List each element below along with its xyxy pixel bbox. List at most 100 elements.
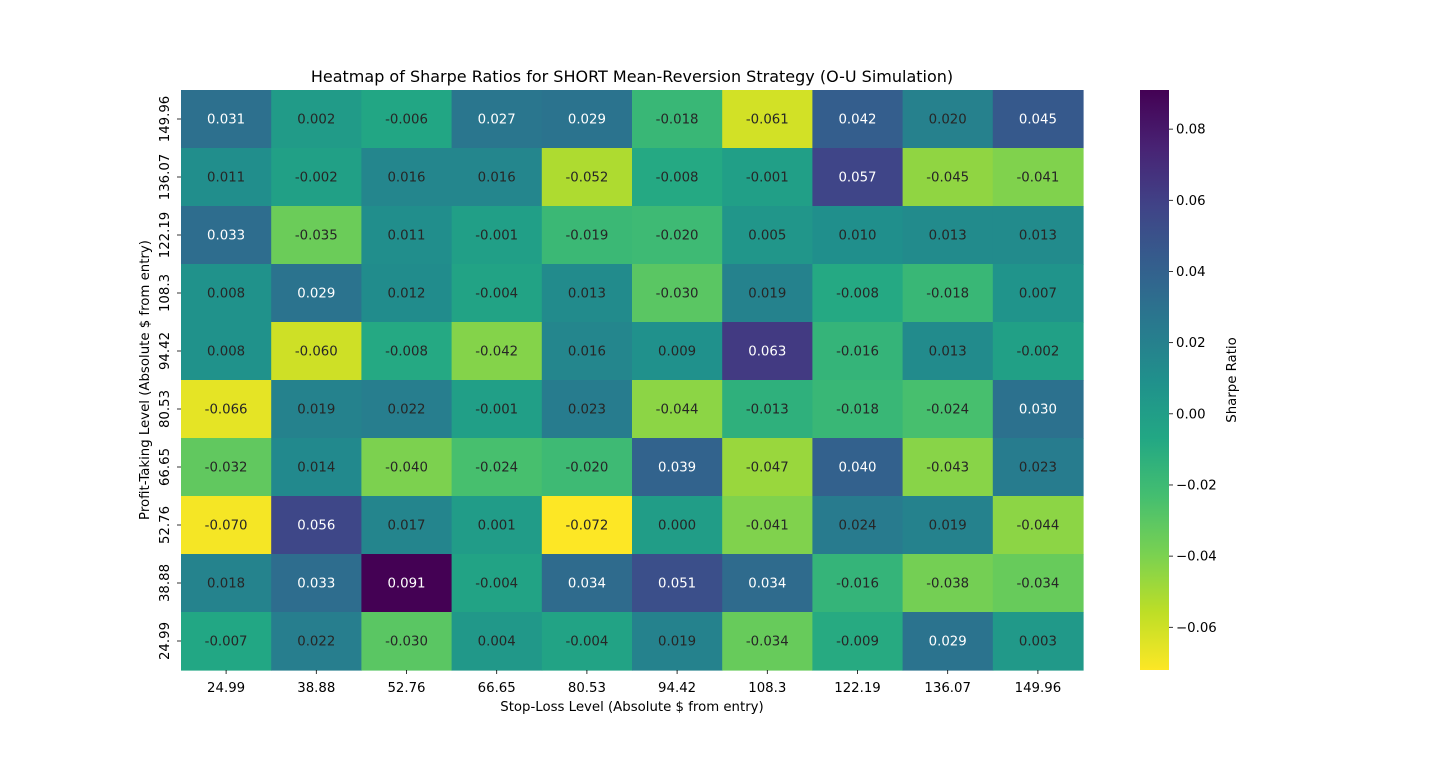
heatmap-cell — [722, 438, 813, 497]
heatmap-cell — [992, 206, 1084, 265]
colorbar-tick-label: 0.02 — [1176, 336, 1206, 351]
cell-value-label: -0.002 — [1016, 345, 1059, 360]
cell-value-label: -0.041 — [746, 519, 789, 534]
heatmap-cell — [271, 380, 362, 439]
cell-value-label: -0.018 — [836, 403, 879, 418]
cell-value-label: 0.016 — [387, 171, 425, 186]
heatmap-cell — [992, 612, 1084, 671]
heatmap-cell — [271, 90, 362, 149]
cell-value-label: 0.011 — [387, 229, 425, 244]
heatmap-cell — [541, 90, 633, 149]
cell-value-label: 0.029 — [929, 635, 967, 650]
heatmap-cell — [812, 554, 904, 613]
x-tick-label: 136.07 — [924, 681, 971, 696]
cell-value-label: -0.047 — [746, 461, 789, 476]
x-axis: 24.99 38.88 52.76 66.65 80.53 94.42 108.3 122.1… — [207, 670, 1061, 696]
colorbar-tick-label: −0.04 — [1176, 550, 1217, 565]
cell-value-label: 0.023 — [568, 403, 606, 418]
cell-value-label: 0.016 — [568, 345, 606, 360]
y-axis: 149.96 136.07 122.19 108.3 94.42 80.53 66.65 52… — [158, 96, 181, 660]
heatmap-cell — [902, 612, 994, 671]
y-tick-label: 108.3 — [158, 274, 173, 312]
colorbar-tick-label: −0.06 — [1176, 621, 1217, 636]
cell-value-label: 0.033 — [207, 229, 245, 244]
heatmap-cell — [902, 380, 994, 439]
heatmap-cell — [271, 496, 362, 555]
heatmap-cell — [902, 322, 994, 381]
cell-value-label: 0.020 — [929, 113, 967, 128]
heatmap-cell — [451, 380, 543, 439]
heatmap-cell — [902, 496, 994, 555]
cell-value-label: 0.024 — [838, 519, 876, 534]
heatmap-cell — [451, 206, 543, 265]
cell-value-label: 0.011 — [207, 171, 245, 186]
heatmap-cell — [632, 322, 723, 381]
heatmap-cell — [271, 322, 362, 381]
heatmap-cell — [541, 322, 633, 381]
cell-value-label: 0.040 — [838, 461, 876, 476]
cell-value-label: 0.029 — [568, 113, 606, 128]
y-tick-label: 149.96 — [158, 96, 173, 143]
heatmap-cell — [632, 496, 723, 555]
cell-value-label: 0.022 — [297, 635, 335, 650]
cell-value-label: -0.020 — [565, 461, 608, 476]
heatmap-cell — [451, 90, 543, 149]
heatmap-cell — [992, 90, 1084, 149]
cell-value-label: -0.024 — [926, 403, 969, 418]
cell-value-label: -0.008 — [385, 345, 428, 360]
cell-value-label: 0.007 — [1019, 287, 1057, 302]
heatmap-cell — [361, 380, 453, 439]
y-tick-label: 38.88 — [158, 564, 173, 602]
y-tick-label: 66.65 — [158, 448, 173, 486]
cell-value-label: -0.060 — [295, 345, 338, 360]
y-tick-label: 24.99 — [158, 622, 173, 660]
heatmap-cell — [722, 496, 813, 555]
heatmap-cell — [541, 206, 633, 265]
heatmap-cell — [451, 496, 543, 555]
y-tick-label: 52.76 — [158, 506, 173, 544]
cell-value-label: 0.005 — [748, 229, 786, 244]
heatmap-cell — [181, 90, 272, 149]
cell-value-label: -0.045 — [926, 171, 969, 186]
heatmap-cell — [902, 438, 994, 497]
cell-value-label: -0.072 — [565, 519, 608, 534]
heatmap-cell — [541, 380, 633, 439]
heatmap-cell — [812, 438, 904, 497]
heatmap-cell — [902, 90, 994, 149]
cell-value-label: 0.012 — [387, 287, 425, 302]
heatmap-cell — [632, 612, 723, 671]
heatmap-cell — [541, 148, 633, 207]
heatmap-cell — [181, 206, 272, 265]
heatmap-cell — [361, 264, 453, 323]
cell-value-label: 0.042 — [838, 113, 876, 128]
cell-value-label: 0.008 — [207, 287, 245, 302]
cell-value-label: -0.024 — [475, 461, 518, 476]
heatmap-cell — [722, 380, 813, 439]
heatmap-cell — [361, 206, 453, 265]
heatmap-cell — [902, 554, 994, 613]
x-axis-label: Stop-Loss Level (Absolute $ from entry) — [500, 700, 763, 715]
heatmap-cell — [361, 438, 453, 497]
heatmap-cell — [361, 554, 453, 613]
y-tick-label: 80.53 — [158, 390, 173, 428]
heatmap-cell — [361, 90, 453, 149]
cell-value-label: 0.013 — [568, 287, 606, 302]
heatmap-cell — [451, 322, 543, 381]
heatmap-cell — [812, 264, 904, 323]
cell-value-label: -0.004 — [565, 635, 608, 650]
cell-value-label: -0.032 — [205, 461, 248, 476]
cell-value-label: -0.001 — [475, 403, 518, 418]
cell-value-label: 0.013 — [1019, 229, 1057, 244]
cell-value-label: -0.020 — [656, 229, 699, 244]
x-tick-label: 38.88 — [297, 681, 335, 696]
x-tick-label: 52.76 — [387, 681, 425, 696]
cell-value-label: -0.008 — [656, 171, 699, 186]
heatmap-cell — [541, 264, 633, 323]
heatmap-cell — [181, 148, 272, 207]
colorbar-gradient — [1140, 90, 1169, 670]
x-tick-label: 108.3 — [748, 681, 786, 696]
cell-value-label: 0.013 — [929, 345, 967, 360]
cell-value-label: -0.034 — [1016, 577, 1059, 592]
heatmap-cell — [632, 90, 723, 149]
